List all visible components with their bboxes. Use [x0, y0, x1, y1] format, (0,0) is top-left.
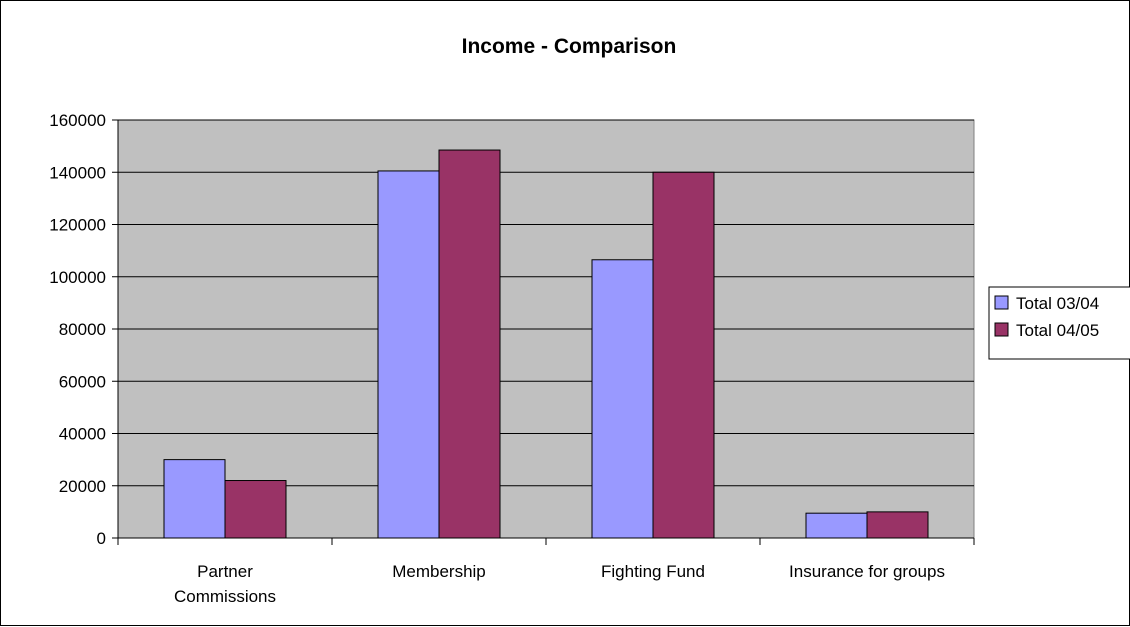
bar	[438, 149, 501, 539]
legend-label: Total 04/05	[1016, 321, 1099, 340]
bar	[652, 171, 715, 539]
x-category-label: Partner	[197, 562, 253, 581]
x-axis: Partner Commissions Membership Fighting Fun…	[117, 537, 975, 606]
x-category-label: Insurance for groups	[789, 562, 945, 581]
x-category-label: Fighting Fund	[601, 562, 705, 581]
bar	[805, 512, 868, 539]
legend-label: Total 03/04	[1016, 294, 1099, 313]
legend: Total 03/04 Total 04/05	[988, 286, 1130, 360]
y-tick-label: 140000	[49, 163, 106, 182]
y-tick-label: 160000	[49, 111, 106, 130]
y-tick-label: 120000	[49, 216, 106, 235]
bar	[163, 459, 226, 539]
y-tick-label: 60000	[59, 372, 106, 391]
bar	[591, 259, 654, 539]
bar	[866, 511, 929, 539]
legend-swatch	[994, 322, 1009, 337]
legend-swatch	[994, 295, 1009, 310]
legend-box	[988, 286, 1130, 360]
bar	[224, 480, 287, 539]
x-category-label: Commissions	[174, 587, 276, 606]
y-tick-label: 40000	[59, 425, 106, 444]
bars	[163, 149, 929, 539]
bar	[377, 170, 440, 539]
x-category-label: Membership	[392, 562, 486, 581]
y-tick-label: 80000	[59, 320, 106, 339]
plot-area	[117, 119, 975, 539]
y-tick-label: 100000	[49, 268, 106, 287]
y-axis: 0 20000 40000 60000 80000 100000 120000 140000 1…	[49, 111, 119, 548]
chart-title: Income - Comparison	[462, 35, 677, 58]
y-tick-label: 0	[97, 529, 106, 548]
y-tick-label: 20000	[59, 477, 106, 496]
